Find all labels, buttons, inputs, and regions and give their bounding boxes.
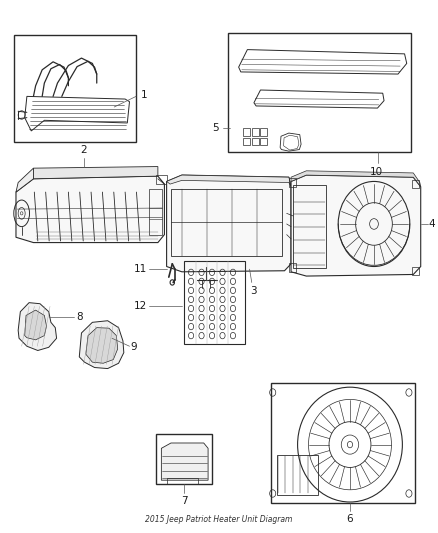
Polygon shape <box>291 171 421 187</box>
Bar <box>261 138 268 146</box>
Polygon shape <box>166 175 291 187</box>
Bar <box>252 138 259 146</box>
Text: 10: 10 <box>370 166 383 176</box>
Bar <box>412 266 419 275</box>
Polygon shape <box>25 310 46 340</box>
Bar <box>252 128 259 136</box>
Bar <box>184 261 245 344</box>
Text: 3: 3 <box>250 286 256 296</box>
Text: 4: 4 <box>428 219 435 229</box>
Bar <box>289 263 296 272</box>
Bar <box>155 434 212 484</box>
Polygon shape <box>166 175 291 272</box>
Text: 2: 2 <box>80 145 87 155</box>
Text: 8: 8 <box>76 312 82 322</box>
Text: 6: 6 <box>346 514 353 524</box>
Polygon shape <box>161 443 208 480</box>
Bar <box>155 174 166 184</box>
Text: 7: 7 <box>181 496 187 506</box>
Polygon shape <box>33 166 158 179</box>
Text: 5: 5 <box>212 123 219 133</box>
Bar <box>293 185 326 268</box>
Bar <box>272 383 416 503</box>
Bar <box>243 138 250 146</box>
Polygon shape <box>16 168 33 192</box>
Bar <box>289 178 296 187</box>
Text: 12: 12 <box>134 301 147 311</box>
Bar <box>243 128 250 136</box>
Polygon shape <box>16 176 164 243</box>
Bar <box>14 35 136 142</box>
Bar <box>412 180 419 188</box>
Polygon shape <box>291 175 421 276</box>
Bar <box>166 478 198 484</box>
Bar <box>228 33 411 152</box>
Text: 1: 1 <box>141 90 147 100</box>
Text: 11: 11 <box>134 264 147 274</box>
Polygon shape <box>86 328 118 364</box>
Text: 2015 Jeep Patriot Heater Unit Diagram: 2015 Jeep Patriot Heater Unit Diagram <box>145 515 293 524</box>
Polygon shape <box>18 303 57 351</box>
Bar <box>171 189 283 256</box>
Bar <box>261 128 268 136</box>
Text: 9: 9 <box>131 342 138 352</box>
Bar <box>277 455 318 495</box>
Bar <box>149 189 162 235</box>
Polygon shape <box>79 321 124 368</box>
